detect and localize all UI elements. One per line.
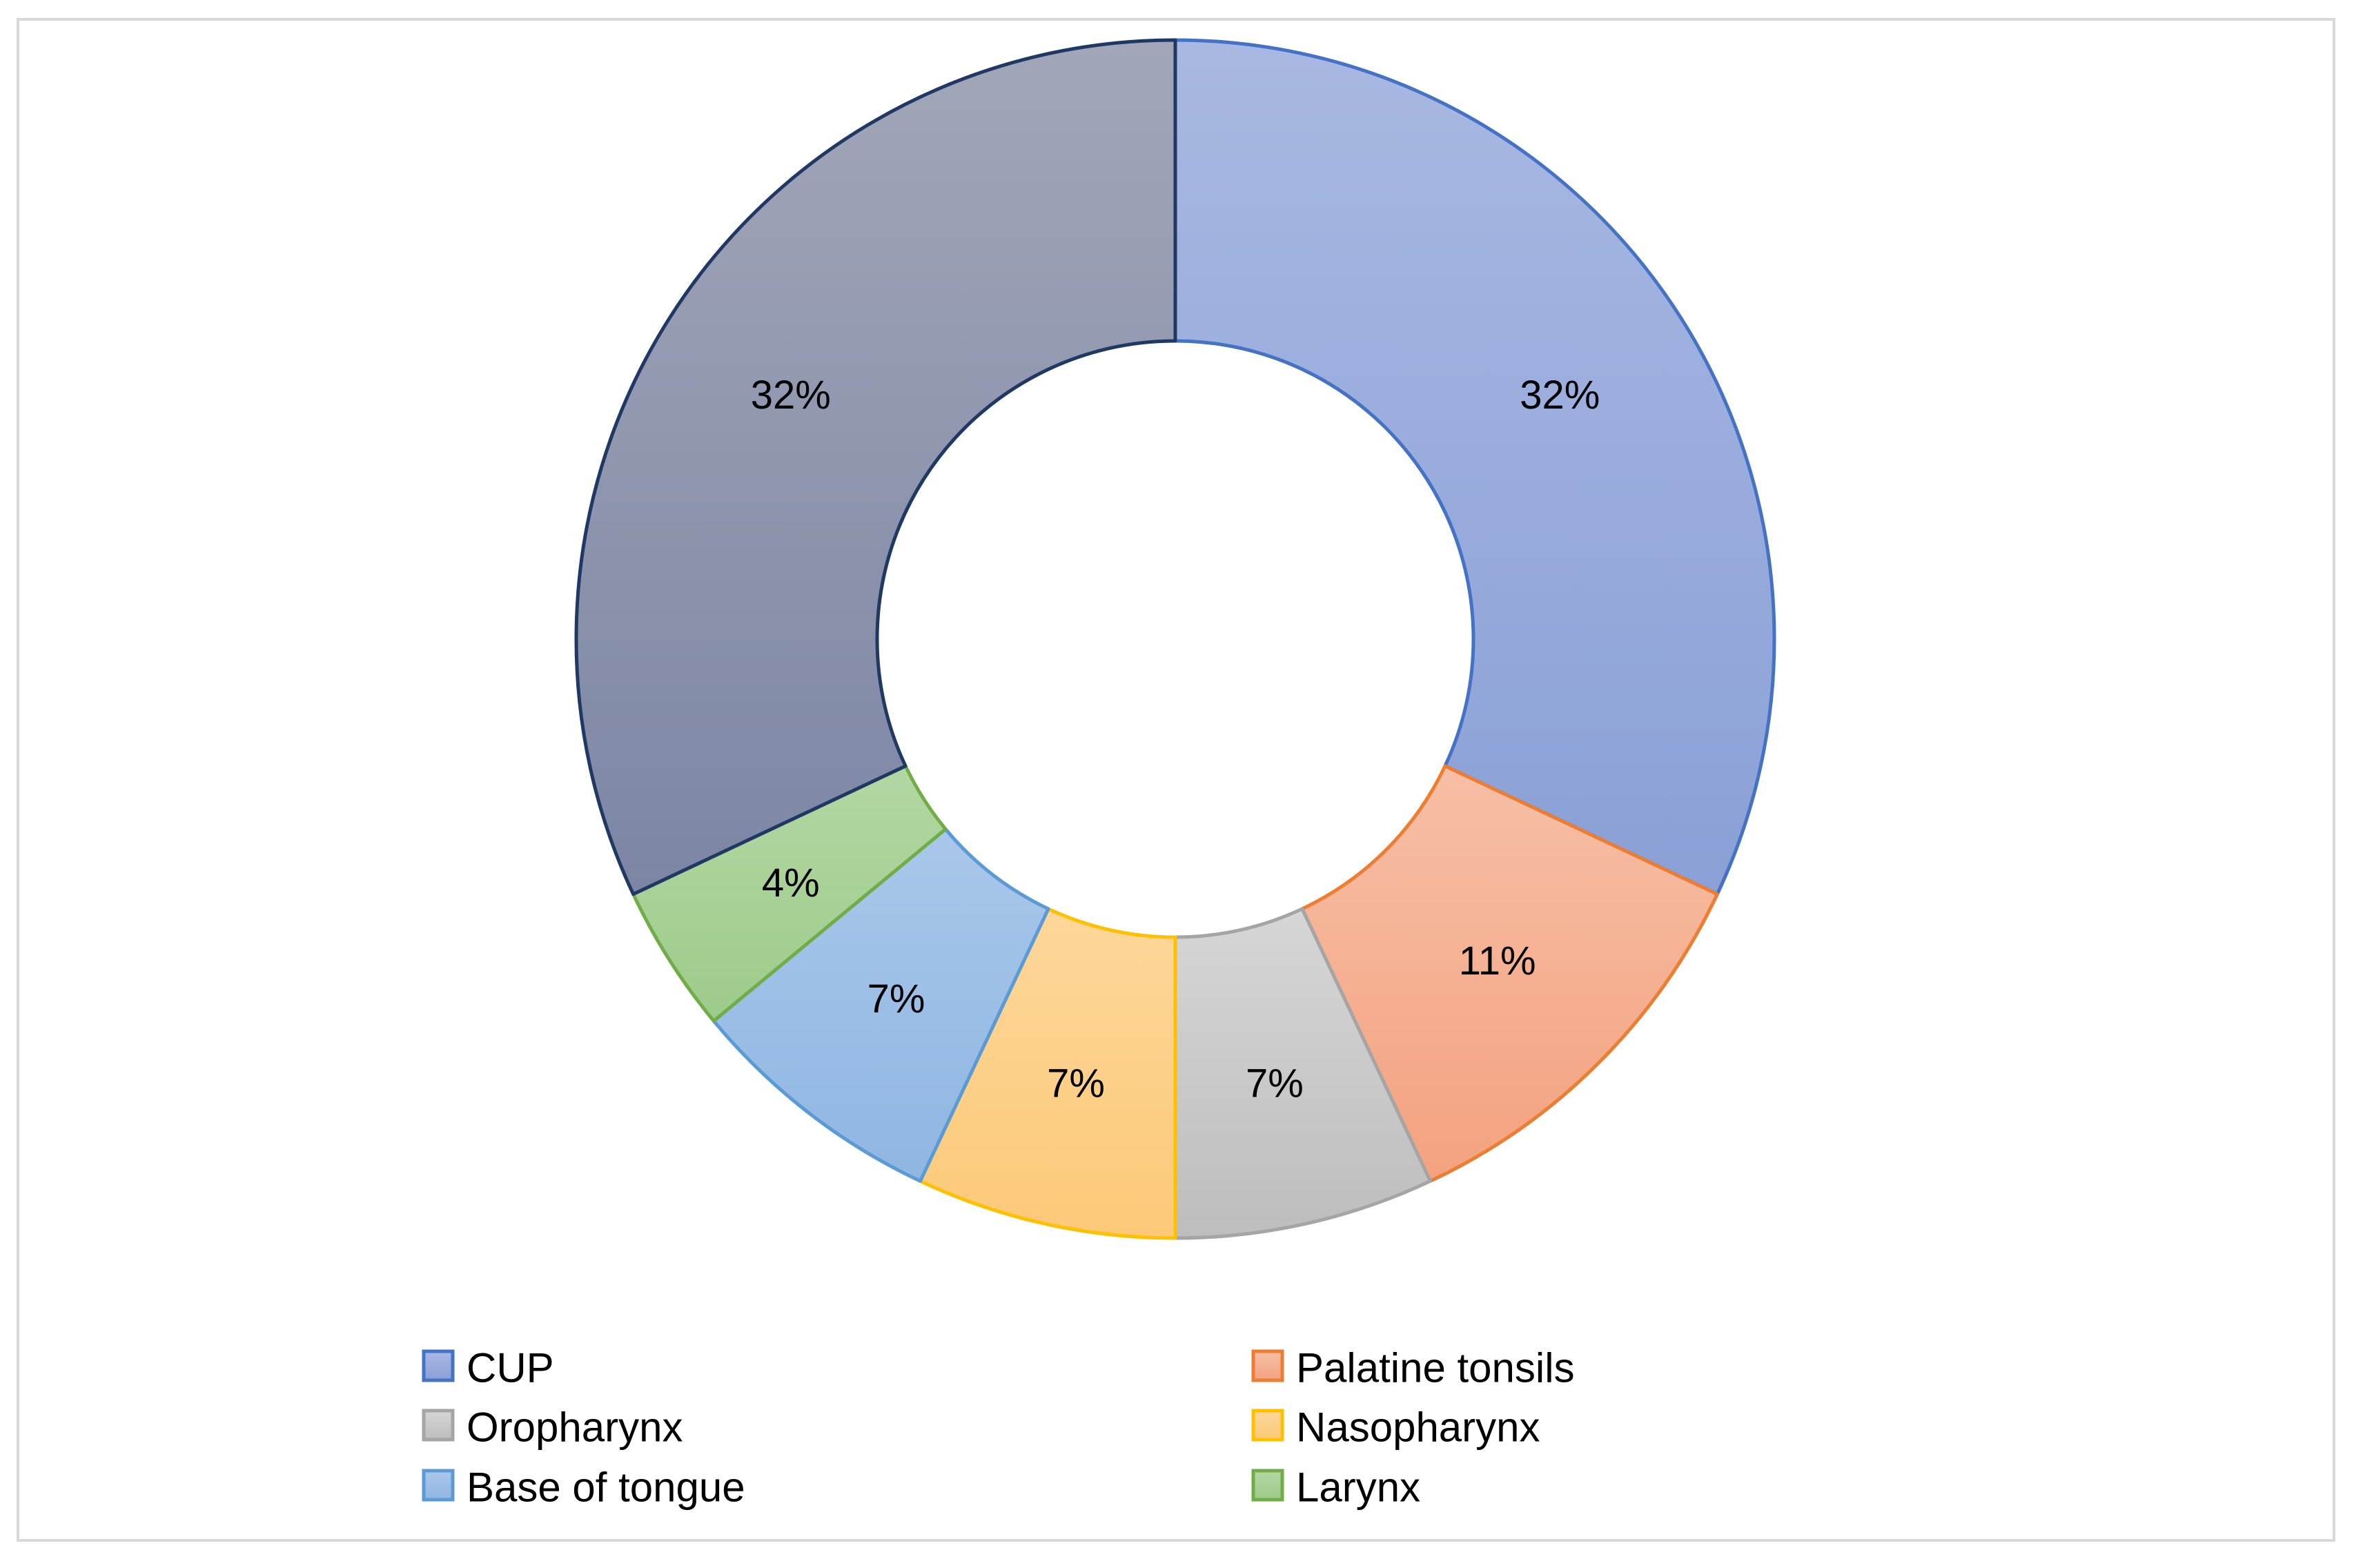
slice-other-6 (574, 38, 1177, 896)
legend-label: Oropharynx (467, 1404, 683, 1451)
legend-item-palatine-tonsils: Palatine tonsils (1251, 1345, 1575, 1391)
legend-label: Base of tongue (467, 1464, 745, 1511)
legend-swatch (422, 1409, 455, 1442)
data-label-other-6: 32% (751, 373, 831, 418)
slices (574, 38, 1776, 1240)
legend: CUP Palatine tonsils Oropharynx Nasopharynx… (422, 1345, 1575, 1511)
legend-swatch (422, 1469, 455, 1502)
slice-nasopharynx (918, 907, 1177, 1240)
slice-oropharynx (1173, 907, 1433, 1240)
legend-label: Nasopharynx (1296, 1404, 1540, 1451)
legend-item-larynx: Larynx (1251, 1464, 1420, 1511)
legend-swatch (1251, 1349, 1284, 1382)
legend-item-nasopharynx: Nasopharynx (1251, 1404, 1540, 1451)
legend-swatch (422, 1349, 455, 1382)
data-label-nasopharynx: 7% (1047, 1061, 1105, 1106)
slice-palatine-tonsils (1300, 764, 1719, 1183)
data-label-base-of-tongue: 7% (867, 977, 925, 1021)
slice-base-of-tongue (712, 827, 1050, 1183)
slice-labels: 32% 11% 7% 7% 7% 4% 32% (751, 373, 1600, 1106)
legend-item-base-of-tongue: Base of tongue (422, 1464, 745, 1511)
data-label-palatine-tonsils: 11% (1459, 939, 1536, 983)
legend-label: CUP (467, 1345, 554, 1391)
data-label-cup: 32% (1520, 373, 1600, 418)
legend-label: Larynx (1296, 1464, 1420, 1511)
legend-item-cup: CUP (422, 1345, 554, 1391)
legend-swatch (1251, 1409, 1284, 1442)
slice-cup (1173, 38, 1776, 896)
legend-item-oropharynx: Oropharynx (422, 1404, 683, 1451)
legend-swatch (1251, 1469, 1284, 1502)
data-label-oropharynx: 7% (1246, 1061, 1304, 1106)
data-label-larynx: 4% (762, 861, 820, 905)
legend-label: Palatine tonsils (1296, 1345, 1575, 1391)
